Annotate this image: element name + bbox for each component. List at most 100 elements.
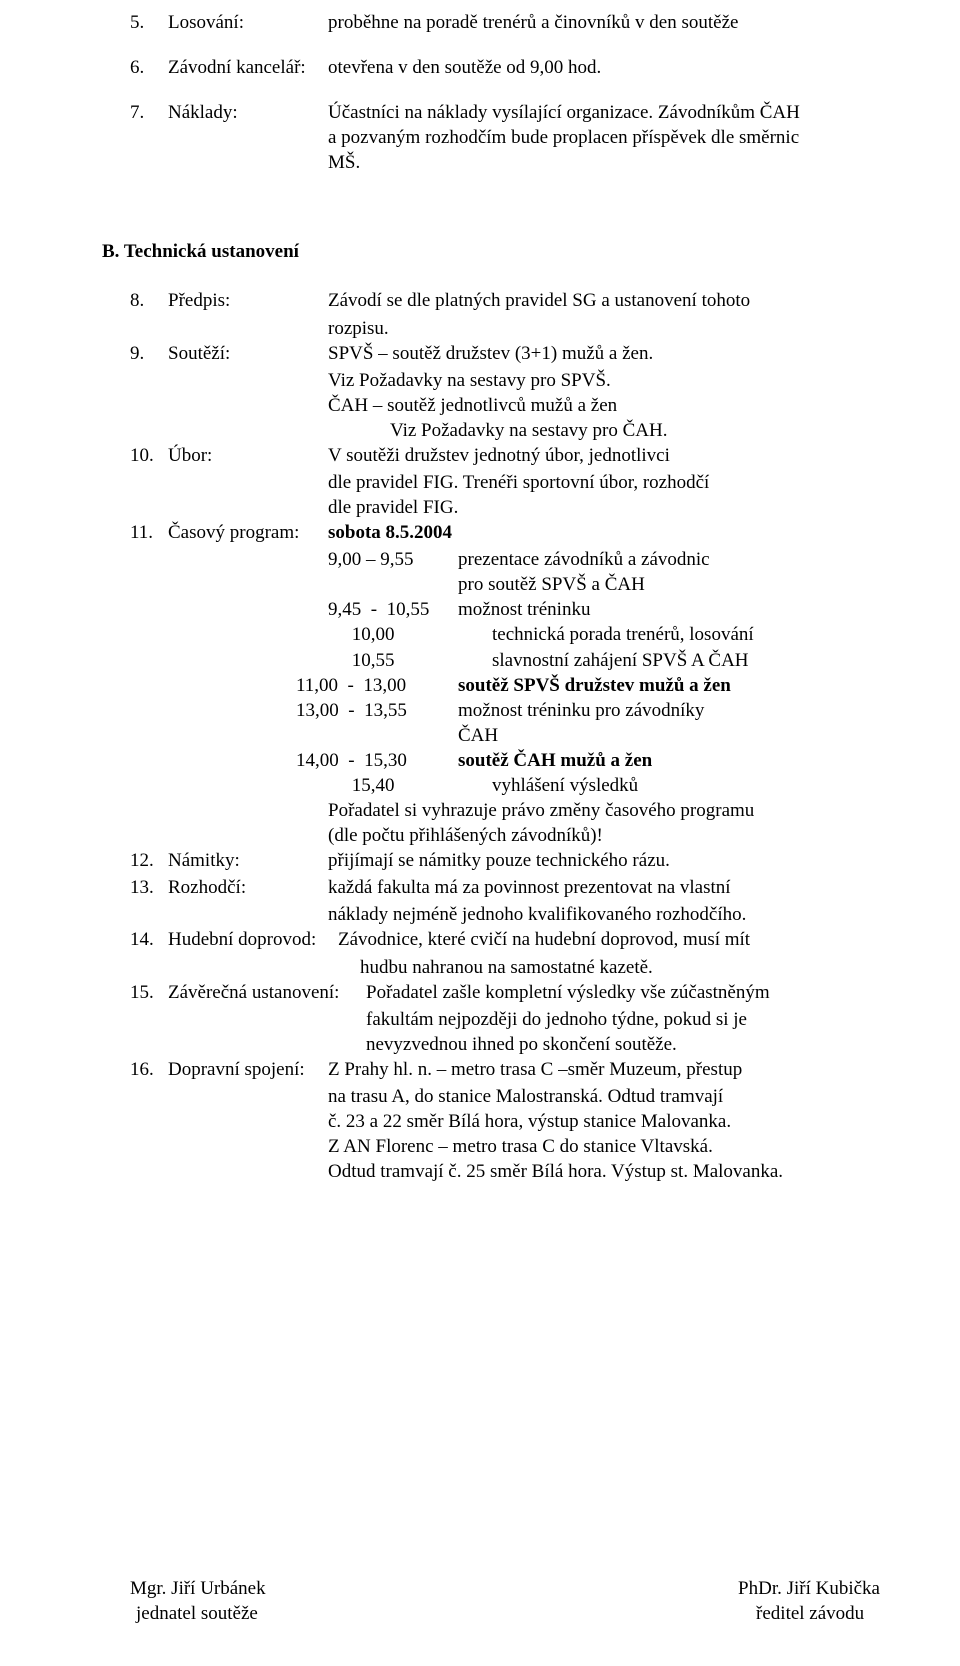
schedule-block: 9,00 – 9,55 prezentace závodníků a závod… bbox=[328, 547, 880, 798]
item-9-title: Soutěží: bbox=[168, 341, 328, 366]
item-9-l3: ČAH – soutěž jednotlivců mužů a žen bbox=[328, 393, 880, 418]
signature-left-name: Mgr. Jiří Urbánek bbox=[130, 1576, 266, 1601]
item-13-l2: náklady nejméně jednoho kvalifikovaného … bbox=[328, 902, 880, 927]
item-11: 11. Časový program: sobota 8.5.2004 bbox=[130, 520, 880, 545]
sched-4-text: slavnostní zahájení SPVŠ A ČAH bbox=[492, 648, 749, 673]
sched-5: 11,00 - 13,00 soutěž SPVŠ družstev mužů … bbox=[296, 673, 880, 698]
item-11-head: sobota 8.5.2004 bbox=[328, 520, 880, 545]
sched-6-text: možnost tréninku pro závodníky bbox=[458, 698, 704, 723]
item-15: 15. Závěrečná ustanovení: Pořadatel zašl… bbox=[130, 980, 880, 1005]
item-10-l1: V soutěži družstev jednotný úbor, jednot… bbox=[328, 443, 880, 468]
sched-1: 9,00 – 9,55 prezentace závodníků a závod… bbox=[328, 547, 880, 572]
item-8-l1: Závodí se dle platných pravidel SG a ust… bbox=[328, 288, 880, 313]
sched-8: 15,40 vyhlášení výsledků bbox=[328, 773, 880, 798]
item-8-l2: rozpisu. bbox=[328, 316, 880, 341]
sched-5-text: soutěž SPVŠ družstev mužů a žen bbox=[458, 673, 731, 698]
item-15-l3: nevyzvednou ihned po skončení soutěže. bbox=[366, 1032, 880, 1057]
sched-8-text: vyhlášení výsledků bbox=[492, 773, 638, 798]
item-16-l5: Odtud tramvají č. 25 směr Bílá hora. Výs… bbox=[328, 1159, 880, 1184]
item-14: 14. Hudební doprovod: Závodnice, které c… bbox=[130, 927, 880, 952]
item-9-l4: Viz Požadavky na sestavy pro ČAH. bbox=[390, 418, 880, 443]
item-10-num: 10. bbox=[130, 443, 168, 468]
item-16-l3: č. 23 a 22 směr Bílá hora, výstup stanic… bbox=[328, 1109, 880, 1134]
sched-1-text: prezentace závodníků a závodnic bbox=[458, 547, 710, 572]
item-12-title: Námitky: bbox=[168, 848, 328, 873]
sched-7-text: soutěž ČAH mužů a žen bbox=[458, 748, 652, 773]
item-13-title: Rozhodčí: bbox=[168, 875, 328, 900]
item-12-text: přijímají se námitky pouze technického r… bbox=[328, 848, 880, 873]
item-6-title: Závodní kancelář: bbox=[168, 55, 328, 80]
item-16-l2: na trasu A, do stanice Malostranská. Odt… bbox=[328, 1084, 880, 1109]
item-11-num: 11. bbox=[130, 520, 168, 545]
sched-2-text: možnost tréninku bbox=[458, 597, 590, 622]
sched-1b-text: pro soutěž SPVŠ a ČAH bbox=[458, 572, 645, 597]
item-14-l2: hudbu nahranou na samostatné kazetě. bbox=[360, 955, 880, 980]
document-page: 5. Losování: proběhne na poradě trenérů … bbox=[0, 0, 960, 1666]
item-16-title: Dopravní spojení: bbox=[168, 1057, 328, 1082]
sched-4: 10,55 slavnostní zahájení SPVŠ A ČAH bbox=[328, 648, 880, 673]
item-5-num: 5. bbox=[130, 10, 168, 35]
signature-right-name: PhDr. Jiří Kubička bbox=[738, 1576, 880, 1601]
item-16-l1: Z Prahy hl. n. – metro trasa C –směr Muz… bbox=[328, 1057, 880, 1082]
item-8: 8. Předpis: Závodí se dle platných pravi… bbox=[130, 288, 880, 313]
item-10-title: Úbor: bbox=[168, 443, 328, 468]
sched-3-time: 10,00 bbox=[328, 622, 492, 647]
item-5-text: proběhne na poradě trenérů a činovníků v… bbox=[328, 10, 880, 35]
sched-6b: ČAH bbox=[296, 723, 880, 748]
sched-3-text: technická porada trenérů, losování bbox=[492, 622, 754, 647]
sched-5-time: 11,00 - 13,00 bbox=[296, 673, 458, 698]
sched-8-time: 15,40 bbox=[328, 773, 492, 798]
signature-right: PhDr. Jiří Kubička ředitel závodu bbox=[738, 1576, 880, 1626]
sched-6-time: 13,00 - 13,55 bbox=[296, 698, 458, 723]
signature-left-role: jednatel soutěže bbox=[136, 1601, 266, 1626]
item-6-text: otevřena v den soutěže od 9,00 hod. bbox=[328, 55, 880, 80]
item-16: 16. Dopravní spojení: Z Prahy hl. n. – m… bbox=[130, 1057, 880, 1082]
item-9-l2: Viz Požadavky na sestavy pro SPVŠ. bbox=[328, 368, 880, 393]
item-9-num: 9. bbox=[130, 341, 168, 366]
sched-4-time: 10,55 bbox=[328, 648, 492, 673]
item-6: 6. Závodní kancelář: otevřena v den sout… bbox=[130, 55, 880, 80]
item-11-note1: Pořadatel si vyhrazuje právo změny časov… bbox=[328, 798, 880, 823]
item-10: 10. Úbor: V soutěži družstev jednotný úb… bbox=[130, 443, 880, 468]
item-5: 5. Losování: proběhne na poradě trenérů … bbox=[130, 10, 880, 35]
item-7-text: Účastníci na náklady vysílající organiza… bbox=[328, 100, 808, 175]
item-8-num: 8. bbox=[130, 288, 168, 313]
item-9: 9. Soutěží: SPVŠ – soutěž družstev (3+1)… bbox=[130, 341, 880, 366]
section-b-heading: B. Technická ustanovení bbox=[102, 239, 880, 264]
sched-6b-text: ČAH bbox=[458, 723, 498, 748]
item-8-title: Předpis: bbox=[168, 288, 328, 313]
sched-6: 13,00 - 13,55 možnost tréninku pro závod… bbox=[296, 698, 880, 723]
item-15-num: 15. bbox=[130, 980, 168, 1005]
item-13: 13. Rozhodčí: každá fakulta má za povinn… bbox=[130, 875, 880, 900]
item-7: 7. Náklady: Účastníci na náklady vysílaj… bbox=[130, 100, 880, 175]
item-16-l4: Z AN Florenc – metro trasa C do stanice … bbox=[328, 1134, 880, 1159]
item-12: 12. Námitky: přijímají se námitky pouze … bbox=[130, 848, 880, 873]
sched-2-time: 9,45 - 10,55 bbox=[328, 597, 458, 622]
item-11-title: Časový program: bbox=[168, 520, 328, 545]
item-10-l3: dle pravidel FIG. bbox=[328, 495, 880, 520]
item-15-l1: Pořadatel zašle kompletní výsledky vše z… bbox=[366, 980, 880, 1005]
sched-1b: pro soutěž SPVŠ a ČAH bbox=[328, 572, 880, 597]
item-14-num: 14. bbox=[130, 927, 168, 952]
sched-7-time: 14,00 - 15,30 bbox=[296, 748, 458, 773]
item-15-title: Závěrečná ustanovení: bbox=[168, 980, 366, 1005]
item-12-num: 12. bbox=[130, 848, 168, 873]
item-16-num: 16. bbox=[130, 1057, 168, 1082]
item-9-l1: SPVŠ – soutěž družstev (3+1) mužů a žen. bbox=[328, 341, 880, 366]
item-10-l2: dle pravidel FIG. Trenéři sportovní úbor… bbox=[328, 470, 880, 495]
signature-left: Mgr. Jiří Urbánek jednatel soutěže bbox=[130, 1576, 266, 1626]
item-14-l1: Závodnice, které cvičí na hudební doprov… bbox=[338, 927, 880, 952]
signatures: Mgr. Jiří Urbánek jednatel soutěže PhDr.… bbox=[130, 1576, 880, 1626]
item-7-title: Náklady: bbox=[168, 100, 328, 125]
item-6-num: 6. bbox=[130, 55, 168, 80]
sched-7: 14,00 - 15,30 soutěž ČAH mužů a žen bbox=[296, 748, 880, 773]
sched-3: 10,00 technická porada trenérů, losování bbox=[328, 622, 880, 647]
item-15-l2: fakultám nejpozději do jednoho týdne, po… bbox=[366, 1007, 880, 1032]
item-7-num: 7. bbox=[130, 100, 168, 125]
sched-2: 9,45 - 10,55 možnost tréninku bbox=[328, 597, 880, 622]
item-5-title: Losování: bbox=[168, 10, 328, 35]
sched-1-time: 9,00 – 9,55 bbox=[328, 547, 458, 572]
item-11-note2: (dle počtu přihlášených závodníků)! bbox=[328, 823, 880, 848]
signature-right-role: ředitel závodu bbox=[756, 1601, 880, 1626]
item-13-num: 13. bbox=[130, 875, 168, 900]
